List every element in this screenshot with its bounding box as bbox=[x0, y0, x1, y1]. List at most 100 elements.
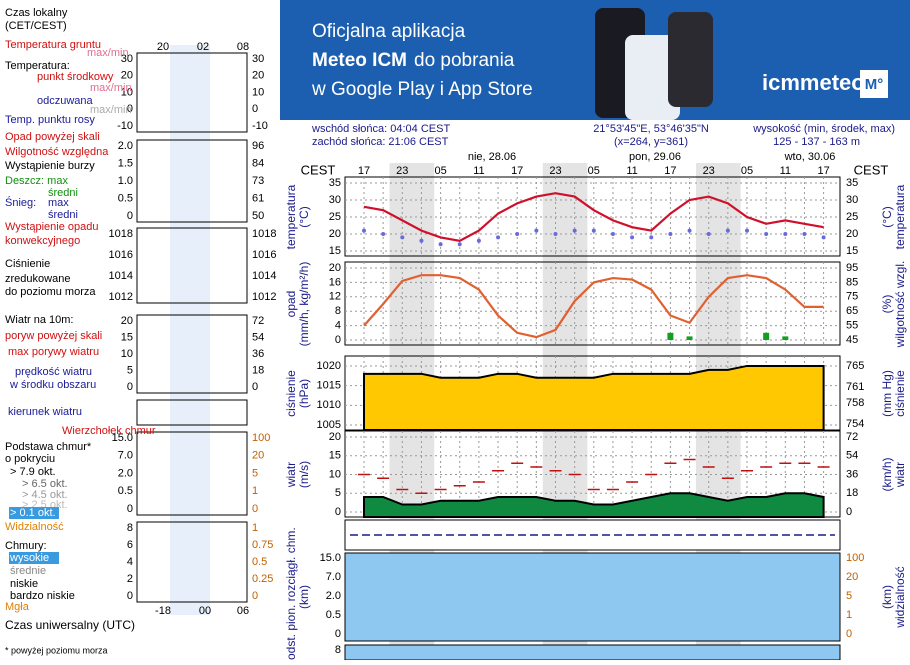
y-tick-label: 1005 bbox=[317, 419, 341, 431]
axis-label: ciśnienie bbox=[284, 370, 298, 417]
y-tick-label: 0 bbox=[335, 506, 341, 518]
y-tick-label: 1015 bbox=[317, 380, 341, 392]
dot bbox=[476, 238, 481, 243]
date: nie, 28.06 bbox=[468, 151, 516, 163]
mini-tick: 0 bbox=[252, 590, 258, 602]
dot bbox=[745, 228, 749, 233]
dot bbox=[362, 228, 366, 233]
y-tick-label: 25 bbox=[329, 211, 341, 223]
mini-tick: 0 bbox=[127, 381, 133, 393]
banner-text: do pobrania bbox=[414, 50, 515, 71]
mini-shade bbox=[170, 45, 210, 615]
legend-text: Wilgotność względna bbox=[5, 146, 109, 158]
axis-label: temperatura bbox=[284, 184, 298, 249]
next-panel bbox=[344, 644, 841, 661]
mini-hour: -18 bbox=[155, 605, 171, 617]
legend-text: punkt środkowy bbox=[37, 71, 114, 83]
legend-text: * powyżej poziomu morza bbox=[5, 645, 108, 655]
legend-text: Wystąpienie burzy bbox=[5, 160, 95, 172]
mini-tick: 36 bbox=[252, 348, 264, 360]
mini-tick: 0 bbox=[127, 503, 133, 515]
y2-tick-label: 65 bbox=[846, 305, 858, 317]
line bbox=[363, 192, 824, 242]
mini-tick: 1016 bbox=[252, 249, 276, 261]
legend-text: Wiatr na 10m: bbox=[5, 314, 73, 326]
y2-tick-label: 35 bbox=[846, 177, 858, 189]
axis-label: ciśnienie bbox=[893, 370, 907, 417]
area bbox=[363, 364, 825, 431]
mini-tick: 20 bbox=[252, 450, 264, 462]
mini-tick: 6 bbox=[127, 539, 133, 551]
mini-tick: 7.0 bbox=[118, 450, 133, 462]
mini-panel bbox=[136, 399, 248, 426]
phone bbox=[668, 12, 713, 107]
y-tick-label: 4 bbox=[335, 320, 341, 332]
dot bbox=[706, 232, 711, 236]
axis-label: wiatr bbox=[284, 462, 298, 488]
legend-text: średnie bbox=[10, 565, 46, 577]
legend-text: poryw powyżej skali bbox=[5, 330, 102, 342]
legend-text: max porywy wiatru bbox=[8, 346, 99, 358]
legend-text: > 4.5 okt. bbox=[22, 489, 68, 501]
logo: icmmeteo bbox=[762, 70, 865, 95]
y-tick-label: 0.5 bbox=[326, 609, 341, 621]
dot bbox=[400, 235, 405, 240]
mini-tick: 50 bbox=[252, 210, 264, 222]
y-tick-label: 35 bbox=[329, 177, 341, 189]
mini-tick: 1012 bbox=[109, 291, 133, 303]
y2-tick-label: 0 bbox=[846, 628, 852, 640]
mini-tick: 10 bbox=[252, 86, 264, 98]
y-tick-label: 8 bbox=[335, 305, 341, 317]
mini-tick: 30 bbox=[252, 53, 264, 65]
mini-panel bbox=[136, 314, 248, 394]
mini-tick: 1014 bbox=[109, 270, 133, 282]
dot bbox=[783, 232, 788, 236]
dot bbox=[572, 228, 577, 233]
hour-label: 11 bbox=[780, 165, 791, 177]
legend-text: > 0.1 okt. bbox=[10, 507, 56, 519]
y-tick-label: 10 bbox=[329, 468, 341, 480]
y2-tick-label: 15 bbox=[846, 245, 858, 257]
mini-hour: 08 bbox=[237, 41, 249, 53]
mini-panel bbox=[136, 52, 248, 133]
mini-tick: 0.25 bbox=[252, 573, 273, 585]
dot bbox=[515, 232, 520, 236]
mini-tick: 20 bbox=[121, 70, 133, 82]
dot bbox=[438, 242, 443, 247]
y2-tick-label: 75 bbox=[846, 291, 858, 303]
axis-label: (mm/h, kg/m²/h) bbox=[297, 262, 311, 347]
mini-tick: 0 bbox=[252, 381, 258, 393]
mini-hour: 06 bbox=[237, 605, 249, 617]
y-tick-label: 7.0 bbox=[326, 571, 341, 583]
y-tick-label: 20 bbox=[329, 262, 341, 274]
hour-label: 11 bbox=[473, 165, 484, 177]
y-tick-label: 30 bbox=[329, 194, 341, 206]
y2-tick-label: 20 bbox=[846, 571, 858, 583]
dot bbox=[534, 228, 539, 233]
dot bbox=[610, 232, 615, 236]
mini-tick: 5 bbox=[252, 467, 258, 479]
dot bbox=[649, 235, 654, 240]
mini-tick: 2.0 bbox=[118, 467, 133, 479]
mini-tick: 72 bbox=[252, 315, 264, 327]
y2-tick-label: 95 bbox=[846, 262, 858, 274]
y-tick-label: 8 bbox=[335, 644, 341, 656]
axis-label: podst. pion. rozciągł. chm. bbox=[284, 527, 298, 660]
cloud-panel bbox=[344, 552, 841, 642]
mini-tick: 96 bbox=[252, 140, 264, 152]
legend-text: Mgła bbox=[5, 601, 30, 613]
mini-tick: 2.0 bbox=[118, 140, 133, 152]
mini-tick: 1 bbox=[252, 485, 258, 497]
mini-tick: 1.5 bbox=[118, 157, 133, 169]
y2-tick-label: 30 bbox=[846, 194, 858, 206]
mini-tick: 4 bbox=[127, 556, 133, 568]
date: pon, 29.06 bbox=[629, 151, 681, 163]
bar bbox=[782, 336, 789, 340]
hour-label: 17 bbox=[358, 165, 370, 177]
y2-tick-label: 0 bbox=[846, 506, 852, 518]
mini-tick: 1.0 bbox=[118, 175, 133, 187]
mini-tick: 0 bbox=[127, 210, 133, 222]
dot bbox=[668, 232, 673, 236]
mini-tick: 1018 bbox=[109, 228, 133, 240]
